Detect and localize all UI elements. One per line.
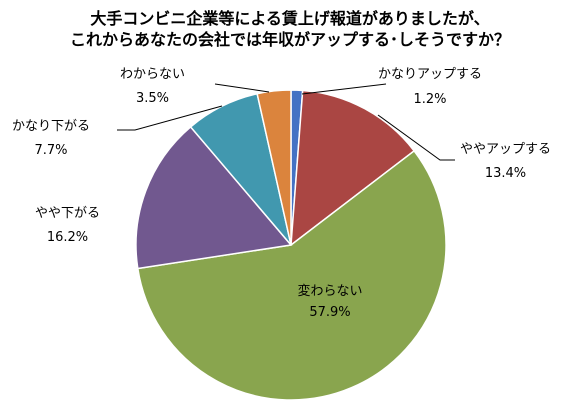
- slice-label-2: ややアップする: [460, 142, 551, 157]
- slice-value-4: 16.2%: [47, 230, 88, 245]
- slice-value-1: 1.2%: [413, 92, 446, 107]
- slice-value-5: 7.7%: [34, 143, 67, 158]
- chart-title-line-2: これからあなたの会社では年収がアップする･しそうですか？: [70, 30, 510, 49]
- leader-lines: [117, 83, 455, 161]
- slice-label-5: かなり下がる: [12, 119, 90, 134]
- chart-title-line-1: 大手コンビニ企業等による賃上げ報道がありましたが、: [90, 9, 489, 28]
- pie-slices: [135, 89, 447, 401]
- pie-slice-6: [256, 89, 292, 246]
- pie-slice-2: [290, 89, 416, 247]
- slice-label-4: やや下がる: [35, 206, 100, 221]
- leader-line-6: [214, 83, 270, 93]
- slice-label-1: かなりアップする: [378, 67, 482, 82]
- leader-line-1: [301, 83, 387, 95]
- slice-value-6: 3.5%: [136, 91, 169, 106]
- pie-slice-3: [136, 149, 447, 401]
- slice-value-2: 13.4%: [485, 166, 526, 181]
- leader-line-5: [117, 105, 223, 131]
- pie-slice-4: [135, 125, 293, 270]
- slice-label-3: 変わらない: [297, 283, 362, 299]
- slice-labels: かなりアップする 1.2% ややアップする 13.4% 変わらない 57.9% やや下がる 1…: [12, 67, 551, 320]
- slice-label-6: わからない: [120, 67, 185, 82]
- leader-line-2: [377, 114, 455, 161]
- slice-value-3: 57.9%: [309, 305, 350, 320]
